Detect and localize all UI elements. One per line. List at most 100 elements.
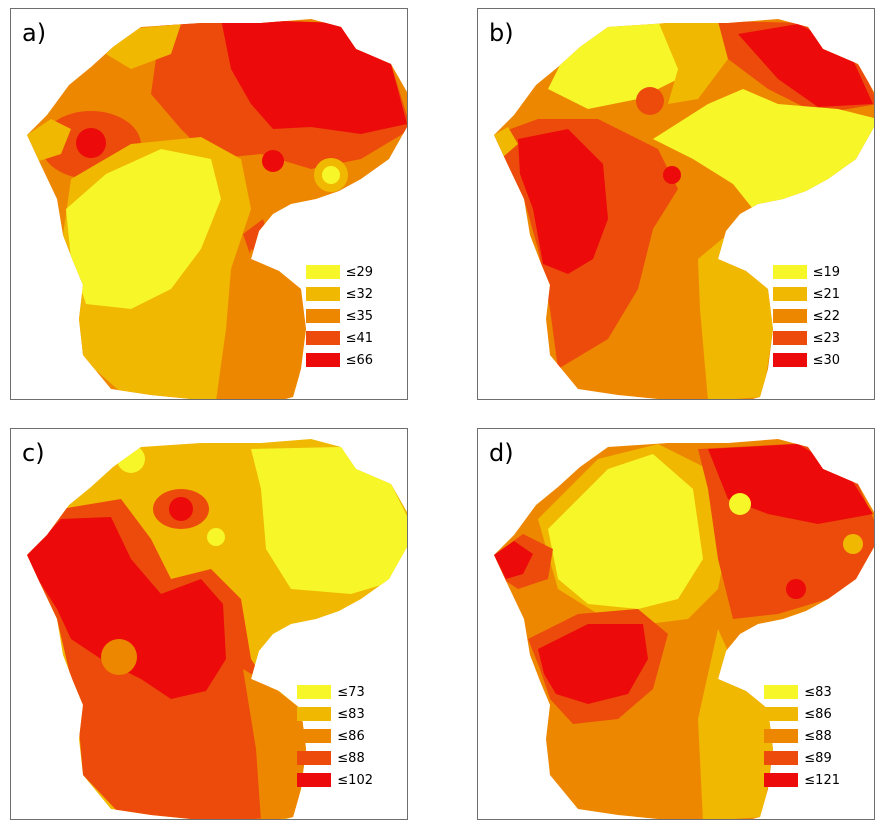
panel-label: c): [22, 439, 45, 467]
zone-class1: [251, 447, 407, 594]
zone-class5: [663, 166, 681, 184]
choropleth-map-a: [27, 19, 407, 399]
zone-class1: [66, 149, 221, 309]
map-panel-c: c) ≤73 ≤83 ≤86 ≤88 ≤102: [10, 428, 408, 820]
legend-item: ≤41: [305, 327, 373, 349]
zone-class1: [322, 166, 340, 184]
zone-class1: [653, 89, 874, 209]
map-panel-b: b) ≤19 ≤21 ≤22 ≤23 ≤30: [477, 8, 875, 400]
legend-swatch: [305, 353, 340, 367]
legend-label: ≤29: [345, 264, 373, 280]
legend-label: ≤73: [337, 684, 365, 700]
choropleth-map-d: [494, 439, 874, 819]
legend-swatch: [772, 309, 807, 323]
legend-label: ≤32: [345, 286, 373, 302]
legend-swatch: [305, 265, 340, 279]
panel-label: a): [22, 19, 47, 47]
legend: ≤29 ≤32 ≤35 ≤41 ≤66: [305, 261, 373, 371]
legend-item: ≤19: [772, 261, 840, 283]
choropleth-map-c: [27, 439, 407, 819]
legend-item: ≤23: [772, 327, 840, 349]
legend-label: ≤88: [337, 750, 365, 766]
zone-class5: [262, 150, 284, 172]
legend-item: ≤88: [764, 725, 840, 747]
legend-swatch: [764, 751, 799, 765]
legend-item: ≤83: [297, 703, 373, 725]
zone-class2: [658, 21, 728, 104]
legend-label: ≤22: [812, 308, 840, 324]
legend-swatch: [305, 309, 340, 323]
legend: ≤19 ≤21 ≤22 ≤23 ≤30: [772, 261, 840, 371]
legend: ≤73 ≤83 ≤86 ≤88 ≤102: [297, 681, 373, 791]
legend-swatch: [764, 707, 799, 721]
legend-item: ≤88: [297, 747, 373, 769]
legend-item: ≤83: [764, 681, 840, 703]
zone-class1: [548, 454, 703, 609]
legend-swatch: [764, 729, 799, 743]
zone-class5: [27, 517, 226, 699]
zone-class3: [236, 249, 306, 399]
legend-swatch: [764, 685, 799, 699]
legend-swatch: [297, 773, 332, 787]
legend-label: ≤89: [804, 750, 832, 766]
legend-item: ≤66: [305, 349, 373, 371]
legend-label: ≤86: [337, 728, 365, 744]
zone-class2: [843, 534, 863, 554]
zone-class2: [27, 119, 71, 161]
zone-class2: [698, 234, 773, 399]
legend-swatch: [305, 331, 340, 345]
legend-swatch: [764, 773, 799, 787]
choropleth-map-b: [494, 19, 874, 399]
zone-class2: [698, 629, 773, 819]
legend-label: ≤21: [812, 286, 840, 302]
legend-label: ≤23: [812, 330, 840, 346]
legend-item: ≤86: [297, 725, 373, 747]
legend-item: ≤21: [772, 283, 840, 305]
zone-class3: [101, 639, 137, 675]
zone-class5: [76, 128, 106, 158]
legend-item: ≤86: [764, 703, 840, 725]
legend: ≤83 ≤86 ≤88 ≤89 ≤121: [764, 681, 840, 791]
zone-class5: [169, 497, 193, 521]
legend-label: ≤83: [804, 684, 832, 700]
legend-label: ≤35: [345, 308, 373, 324]
legend-item: ≤89: [764, 747, 840, 769]
legend-label: ≤86: [804, 706, 832, 722]
legend-swatch: [305, 287, 340, 301]
map-panel-a: a) ≤29 ≤32 ≤35 ≤41 ≤66: [10, 8, 408, 400]
legend-item: ≤30: [772, 349, 840, 371]
legend-item: ≤22: [772, 305, 840, 327]
legend-item: ≤73: [297, 681, 373, 703]
legend-item: ≤29: [305, 261, 373, 283]
legend-swatch: [297, 707, 332, 721]
zone-class1: [729, 493, 751, 515]
zone-class5: [518, 129, 608, 274]
legend-label: ≤88: [804, 728, 832, 744]
legend-label: ≤30: [812, 352, 840, 368]
legend-item: ≤32: [305, 283, 373, 305]
legend-label: ≤102: [337, 772, 373, 788]
zone-class4: [636, 87, 664, 115]
legend-swatch: [297, 685, 332, 699]
legend-item: ≤35: [305, 305, 373, 327]
legend-label: ≤121: [804, 772, 840, 788]
zone-class1: [117, 445, 145, 473]
zone-class5: [786, 579, 806, 599]
zone-class1: [207, 528, 225, 546]
legend-item: ≤102: [297, 769, 373, 791]
legend-swatch: [772, 353, 807, 367]
legend-swatch: [772, 287, 807, 301]
zone-class5: [494, 541, 533, 579]
legend-label: ≤41: [345, 330, 373, 346]
map-panel-d: d) ≤83 ≤86 ≤88 ≤89 ≤121: [477, 428, 875, 820]
legend-label: ≤66: [345, 352, 373, 368]
legend-swatch: [297, 751, 332, 765]
legend-item: ≤121: [764, 769, 840, 791]
legend-label: ≤19: [812, 264, 840, 280]
legend-label: ≤83: [337, 706, 365, 722]
legend-swatch: [297, 729, 332, 743]
zone-class5: [538, 624, 648, 704]
panel-label: d): [489, 439, 514, 467]
legend-swatch: [772, 265, 807, 279]
zone-class3: [243, 669, 306, 819]
